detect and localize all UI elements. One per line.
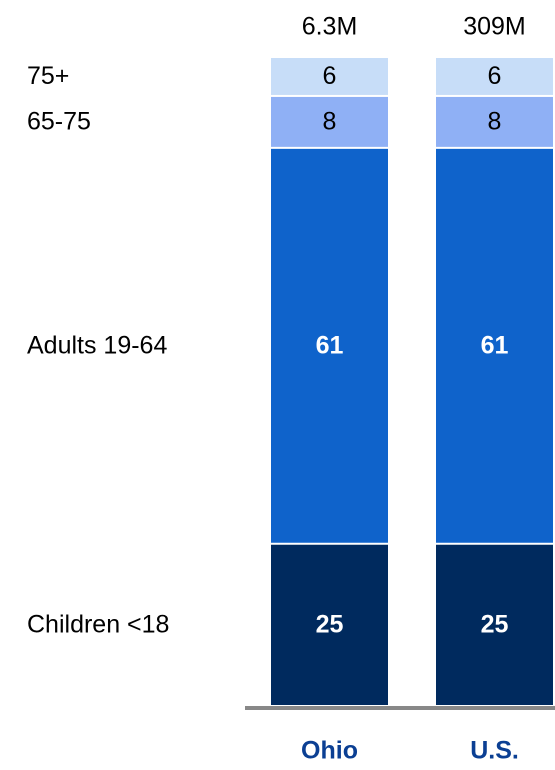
bar-segment (436, 96, 553, 147)
value-label: 6 (323, 62, 337, 90)
bar-segment (271, 58, 388, 95)
series-label: 65-75 (27, 108, 91, 136)
series-label: Children <18 (27, 610, 169, 638)
value-label: 25 (481, 610, 509, 638)
bar-segment (271, 148, 388, 543)
category-label: U.S. (470, 737, 519, 765)
value-label: 8 (488, 108, 502, 136)
total-label: 6.3M (302, 13, 358, 41)
value-label: 8 (323, 108, 337, 136)
bar-segment (436, 148, 553, 543)
bar-segment (436, 58, 553, 95)
category-label: Ohio (301, 737, 358, 765)
total-label: 309M (463, 13, 526, 41)
value-label: 25 (316, 610, 344, 638)
value-label: 61 (481, 331, 509, 359)
series-label: 75+ (27, 62, 69, 90)
bar-segment (436, 544, 553, 705)
bar-segment (271, 544, 388, 705)
value-label: 6 (488, 62, 502, 90)
value-label: 61 (316, 331, 344, 359)
series-label: Adults 19-64 (27, 331, 167, 359)
bar-segment (271, 96, 388, 147)
